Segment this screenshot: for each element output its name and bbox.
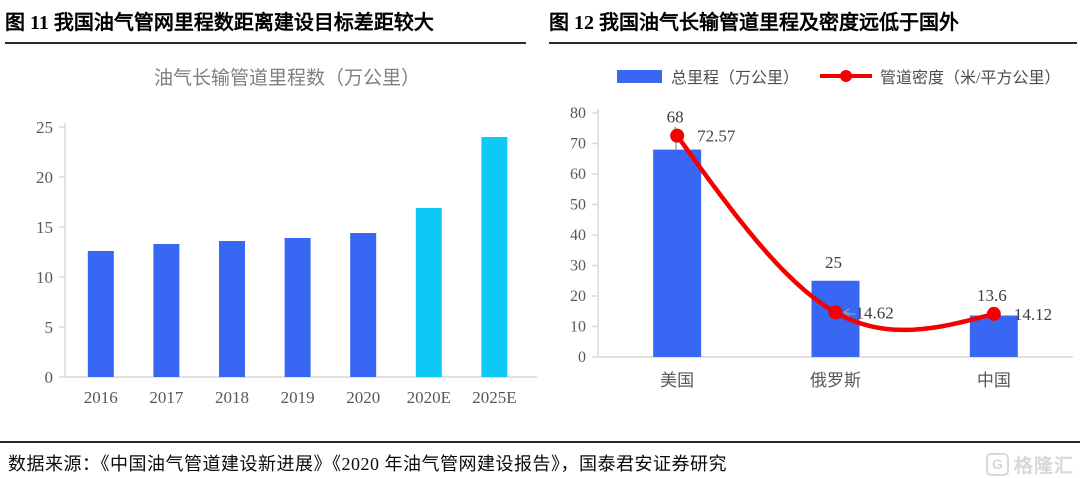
fig11-bar-2017: [153, 244, 180, 377]
fig11-bar-2020E: [415, 208, 442, 377]
fig12-ytick-label: 0: [578, 349, 586, 366]
fig11-bar-2025E: [481, 137, 508, 377]
fig12-label-arrow: [843, 308, 856, 317]
footer: 数据来源：《中国油气管道建设新进展》《2020 年油气管网建设报告》，国泰君安证…: [0, 441, 1080, 477]
fig12-dot-俄罗斯: [828, 305, 843, 320]
fig11-bar-2019: [284, 238, 311, 377]
fig12-bar-value-label: 25: [825, 253, 842, 272]
fig12-line-value-label: 14.12: [1014, 305, 1052, 324]
gelonghui-watermark: G 格隆汇: [985, 451, 1074, 478]
fig12-line-value-label: 72.57: [697, 127, 736, 146]
fig11-ytick-label: 0: [45, 368, 54, 387]
fig12-xtick-label: 美国: [660, 371, 694, 390]
fig12-dot-中国: [986, 306, 1001, 321]
fig12-xtick-label: 中国: [977, 371, 1011, 390]
fig12-line-value-label: 14.62: [856, 303, 894, 322]
fig12-ytick-label: 20: [570, 288, 586, 305]
fig12-dot-美国: [670, 128, 685, 143]
fig11-ytick-label: 10: [36, 268, 53, 287]
fig11-ytick-label: 25: [36, 118, 53, 137]
fig12-bar-美国: [653, 149, 702, 357]
fig11-bar-2016: [87, 251, 114, 377]
legend-line-dot: [840, 70, 852, 82]
fig11-xtick-label: 2017: [149, 388, 184, 407]
fig12-ytick-label: 30: [570, 258, 586, 275]
fig11-bar-chart: 油气长输管道里程数（万公里） 0 5 10 15 20 25 2016 2017 2018 2019…: [36, 67, 537, 407]
fig11-xtick-label: 2025E: [472, 388, 516, 407]
fig12-bar-value-label: 68: [667, 108, 684, 127]
fig12-bar-value-label: 13.6: [977, 286, 1007, 305]
fig12-bar-中国: [969, 315, 1018, 357]
legend-bar-swatch: [617, 70, 662, 83]
fig11-title: 图 11 我国油气管网里程数距离建设目标差距较大: [5, 6, 526, 44]
gelonghui-watermark-text: 格隆汇: [1013, 456, 1074, 477]
fig11-ytick-label: 20: [36, 168, 53, 187]
fig12-ytick-label: 60: [570, 166, 586, 183]
fig12-ytick-label: 50: [570, 197, 586, 214]
fig11-xtick-label: 2020: [346, 388, 380, 407]
fig11-xtick-label: 2018: [215, 388, 249, 407]
data-source-note: 数据来源：《中国油气管道建设新进展》《2020 年油气管网建设报告》，国泰君安证…: [8, 454, 727, 474]
fig11-chart-title: 油气长输管道里程数（万公里）: [154, 67, 420, 89]
fig11-xtick-label: 2020E: [407, 388, 451, 407]
gelonghui-logo-icon: G: [985, 453, 1009, 476]
fig11-bar-2018: [219, 241, 245, 377]
fig12-ytick-label: 70: [570, 136, 586, 153]
fig12-title: 图 12 我国油气长输管道里程及密度远低于国外: [549, 6, 1077, 44]
legend-line-label: 管道密度（米/平方公里）: [880, 69, 1060, 87]
fig12-combo-chart: 总里程（万公里） 管道密度（米/平方公里） 0 10 20 30 40 50 60 70 80 美国 俄…: [570, 69, 1073, 390]
fig11-xtick-label: 2016: [84, 388, 118, 407]
fig11-ytick-label: 15: [36, 218, 53, 237]
legend-bar-label: 总里程（万公里）: [671, 69, 799, 87]
fig11-ytick-label: 5: [45, 318, 54, 337]
fig12-ytick-label: 40: [570, 227, 586, 244]
fig11-xtick-label: 2019: [281, 388, 315, 407]
fig12-xtick-label: 俄罗斯: [810, 371, 861, 390]
fig12-ytick-label: 80: [570, 105, 586, 122]
fig11-bar-2020: [350, 233, 377, 377]
fig12-ytick-label: 10: [570, 319, 586, 336]
